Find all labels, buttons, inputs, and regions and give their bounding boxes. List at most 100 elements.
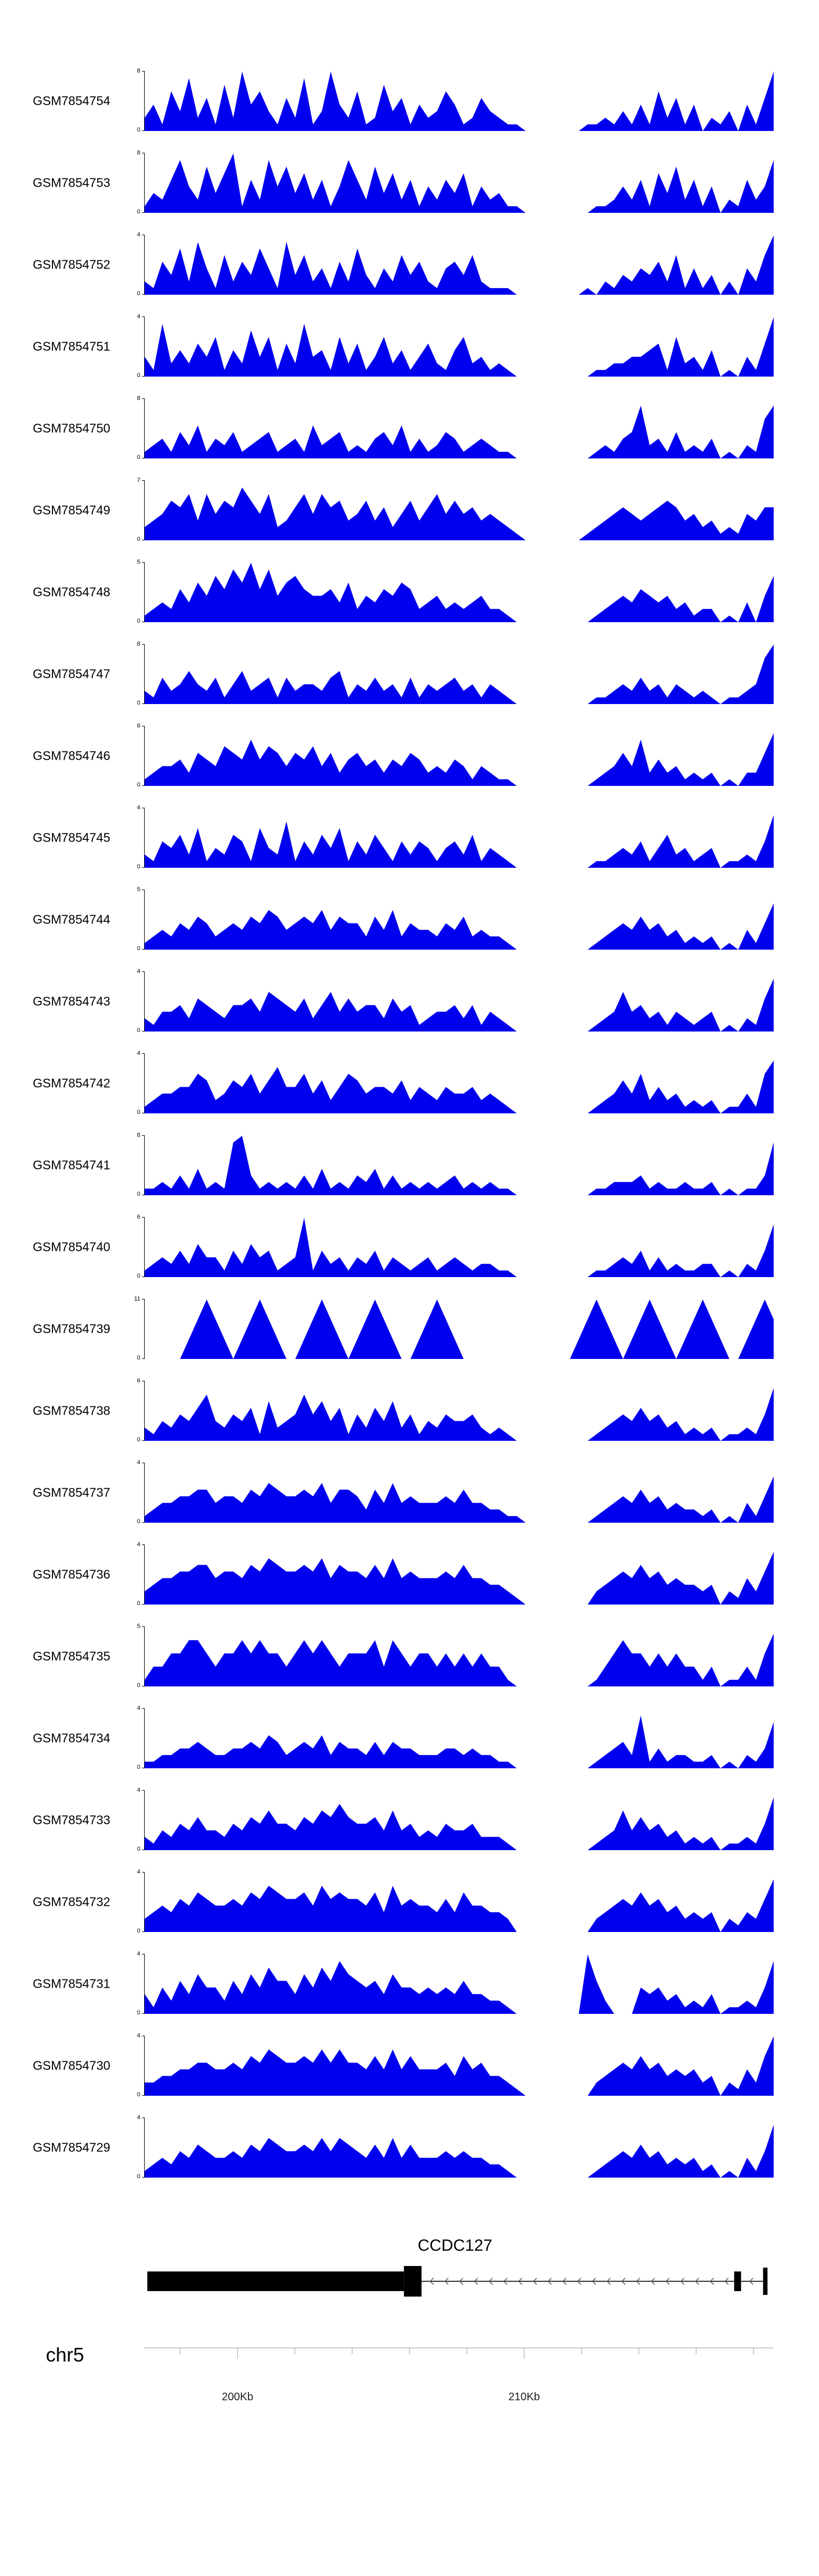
coverage-polygon <box>145 1476 774 1523</box>
track-plot: 8 0 <box>137 150 774 215</box>
y-axis-zero-label: 0 <box>136 2173 140 2180</box>
track-plot: 5 0 <box>137 1624 774 1689</box>
track-plot: 4 0 <box>137 232 774 297</box>
track-label: GSM7854737 <box>33 1485 110 1500</box>
coverage-polygon <box>145 153 774 213</box>
y-axis-zero-label: 0 <box>136 1600 140 1607</box>
track-plot: 5 0 <box>137 887 774 952</box>
strand-arrow-left-icon <box>444 2277 449 2285</box>
strand-arrow-left-icon <box>680 2277 685 2285</box>
coverage-polygon <box>145 563 774 622</box>
track-label: GSM7854748 <box>33 585 110 599</box>
coverage-polygon <box>145 1218 774 1277</box>
track-label: GSM7854740 <box>33 1239 110 1254</box>
gene-exon <box>763 2268 768 2295</box>
y-axis-zero-label: 0 <box>136 290 140 297</box>
track-label: GSM7854739 <box>33 1321 110 1336</box>
y-axis-zero-label: 0 <box>136 372 140 379</box>
strand-arrow-left-icon <box>709 2277 714 2285</box>
coverage-polygon <box>145 406 774 458</box>
y-axis-max-label: 4 <box>136 1787 140 1793</box>
coverage-polygon <box>145 1797 774 1850</box>
track-label: GSM7854742 <box>33 1076 110 1090</box>
y-axis-max-label: 4 <box>136 804 140 811</box>
coverage-polygon <box>145 1715 774 1768</box>
coverage-track: GSM7854751 4 0 <box>0 314 819 379</box>
coverage-track: GSM7854742 4 0 <box>0 1051 819 1116</box>
y-axis-max-label: 4 <box>136 1951 140 1957</box>
track-plot: 4 0 <box>137 1542 774 1607</box>
coverage-area-chart <box>145 815 774 868</box>
coverage-track: GSM7854743 4 0 <box>0 968 819 1034</box>
coverage-track: GSM7854731 4 0 <box>0 1951 819 2016</box>
track-label: GSM7854752 <box>33 257 110 272</box>
y-axis-max-label: 6 <box>136 1214 140 1220</box>
strand-arrow-left-icon <box>577 2277 581 2285</box>
coordinate-ruler: 200Kb 210Kb <box>144 2347 773 2403</box>
track-plot: 4 0 <box>137 1460 774 1525</box>
y-axis-zero-label: 0 <box>136 1682 140 1689</box>
track-label: GSM7854745 <box>33 830 110 845</box>
y-axis-max-label: 4 <box>136 968 140 975</box>
y-axis-max-label: 4 <box>136 1050 140 1057</box>
strand-arrow-left-icon <box>429 2277 434 2285</box>
track-label: GSM7854738 <box>33 1403 110 1418</box>
y-axis-zero-label: 0 <box>136 1191 140 1197</box>
y-axis-max-label: 4 <box>136 1459 140 1466</box>
y-axis-zero-label: 0 <box>136 945 140 952</box>
coverage-polygon <box>145 733 774 786</box>
gene-annotation-track <box>147 2266 768 2297</box>
y-axis-zero-label: 0 <box>136 1764 140 1770</box>
coverage-area-chart <box>145 1476 774 1523</box>
gene-exon <box>147 2271 404 2291</box>
coverage-area-chart <box>145 2036 774 2096</box>
y-axis-zero-label: 0 <box>136 208 140 215</box>
strand-arrow-left-icon <box>547 2277 552 2285</box>
coverage-area-chart <box>145 71 774 131</box>
coverage-polygon <box>145 1388 774 1441</box>
track-label: GSM7854749 <box>33 503 110 517</box>
track-label: GSM7854741 <box>33 1158 110 1172</box>
y-axis-zero-label: 0 <box>136 2009 140 2016</box>
y-axis-max-label: 8 <box>136 1132 140 1138</box>
coverage-polygon <box>145 1954 774 2014</box>
y-axis-zero-label: 0 <box>136 536 140 542</box>
coverage-polygon <box>145 815 774 868</box>
track-plot: 4 0 <box>137 2033 774 2098</box>
track-plot: 4 0 <box>137 1787 774 1852</box>
track-label: GSM7854735 <box>33 1649 110 1663</box>
coverage-area-chart <box>145 487 774 540</box>
y-axis-zero-label: 0 <box>136 1355 140 1361</box>
coverage-area-chart <box>145 979 774 1031</box>
track-plot: 7 0 <box>137 478 774 542</box>
track-label: GSM7854731 <box>33 1976 110 1991</box>
gene-name-label: CCDC127 <box>418 2237 492 2255</box>
coverage-area-chart <box>145 153 774 213</box>
y-axis-zero-label: 0 <box>136 1518 140 1525</box>
y-axis-zero-label: 0 <box>136 1027 140 1034</box>
y-axis-max-label: 4 <box>136 1705 140 1712</box>
y-axis-max-label: 4 <box>136 231 140 238</box>
coverage-area-chart <box>145 563 774 622</box>
coverage-track: GSM7854754 8 0 <box>0 68 819 133</box>
y-axis-max-label: 5 <box>136 1623 140 1630</box>
strand-arrow-left-icon <box>650 2277 655 2285</box>
y-axis-max-label: 5 <box>136 886 140 893</box>
track-plot: 4 0 <box>137 1051 774 1116</box>
y-axis-max-label: 4 <box>136 2032 140 2039</box>
coverage-polygon <box>145 1879 774 1932</box>
coverage-track: GSM7854747 8 0 <box>0 641 819 706</box>
y-axis-zero-label: 0 <box>136 1928 140 1934</box>
strand-arrow-left-icon <box>636 2277 640 2285</box>
y-axis-max-label: 4 <box>136 1541 140 1548</box>
y-axis-zero-label: 0 <box>136 2091 140 2098</box>
coverage-area-chart <box>145 1136 774 1195</box>
track-label: GSM7854732 <box>33 1894 110 1909</box>
strand-arrow-left-icon <box>488 2277 493 2285</box>
coverage-polygon <box>145 1299 774 1359</box>
strand-arrow-left-icon <box>591 2277 596 2285</box>
y-axis-max-label: 6 <box>136 723 140 729</box>
coverage-area-chart <box>145 1060 774 1113</box>
strand-arrow-left-icon <box>724 2277 729 2285</box>
coverage-track: GSM7854748 5 0 <box>0 559 819 624</box>
